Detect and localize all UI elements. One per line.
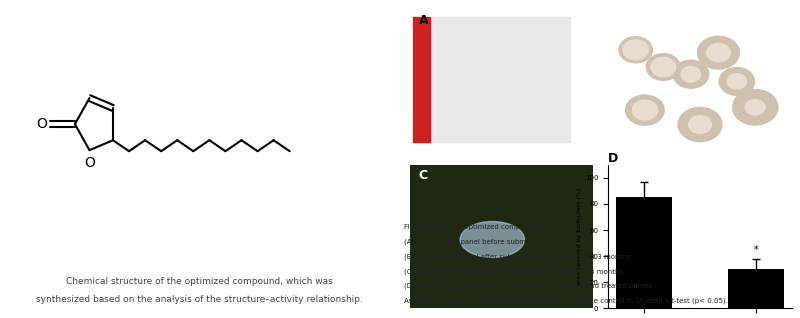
Text: (A) Painted PVC panel before submersion;: (A) Painted PVC panel before submersion; [404,239,550,245]
Circle shape [719,67,754,95]
Bar [432,17,570,142]
Circle shape [733,90,778,125]
Bar [617,197,672,308]
Text: (D) percentage of coverage of biofoulers on control and treated panels.: (D) percentage of coverage of biofoulers… [404,283,654,289]
Circle shape [689,116,711,134]
Text: A: A [418,14,428,27]
Circle shape [698,36,739,69]
Circle shape [746,100,766,115]
Text: *: * [754,245,758,255]
Circle shape [681,66,701,82]
Circle shape [651,57,676,77]
Bar [414,17,430,142]
Text: O: O [36,117,47,131]
Y-axis label: area covered by biofoulers (%): area covered by biofoulers (%) [577,188,582,285]
Circle shape [678,107,722,142]
Text: (B) control PVC panel after submersion in seawater for 3 months;: (B) control PVC panel after submersion i… [404,253,633,260]
Text: B: B [618,14,627,27]
Circle shape [626,95,664,125]
Ellipse shape [460,222,525,258]
Circle shape [632,100,658,120]
Text: Field tests of the optimized compound: Field tests of the optimized compound [404,224,538,230]
Text: D: D [608,152,618,165]
Circle shape [706,44,730,62]
Circle shape [646,54,680,80]
Text: synthesized based on the analysis of the structure–activity relationship.: synthesized based on the analysis of the… [36,295,362,304]
Circle shape [727,74,746,89]
Circle shape [623,40,649,60]
Text: Asterisk indicates data that significantly differ from the control in Student’s : Asterisk indicates data that significant… [404,297,728,304]
Circle shape [619,37,653,63]
Text: Chemical structure of the optimized compound, which was: Chemical structure of the optimized comp… [66,277,333,286]
Text: (C) treated PVC panels after submersion in seawater 3 months;: (C) treated PVC panels after submersion … [404,268,626,274]
Bar [728,269,784,308]
Text: O: O [84,156,95,170]
Text: C: C [418,169,428,182]
Circle shape [673,60,709,88]
